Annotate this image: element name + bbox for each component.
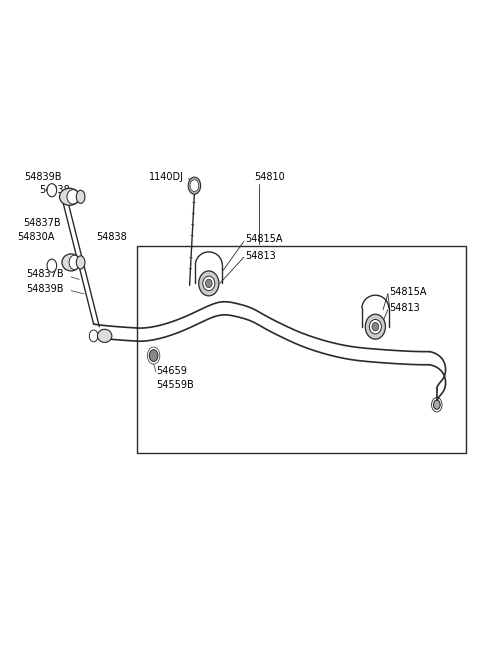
Text: 54815A: 54815A: [245, 234, 282, 245]
Ellipse shape: [76, 256, 85, 269]
Ellipse shape: [370, 319, 381, 334]
Text: 1140DJ: 1140DJ: [149, 172, 184, 182]
Circle shape: [47, 259, 57, 272]
Text: 54659: 54659: [156, 365, 187, 376]
Ellipse shape: [97, 329, 112, 342]
Ellipse shape: [365, 314, 385, 339]
Ellipse shape: [372, 322, 379, 331]
Text: 54838: 54838: [39, 185, 70, 195]
Ellipse shape: [205, 279, 212, 288]
Text: 54837B: 54837B: [26, 269, 64, 279]
Circle shape: [188, 177, 201, 194]
Ellipse shape: [76, 190, 85, 203]
Text: 54810: 54810: [254, 172, 285, 182]
Circle shape: [433, 400, 440, 409]
Ellipse shape: [69, 255, 80, 270]
Text: 54838: 54838: [96, 232, 127, 243]
Text: 54839B: 54839B: [24, 172, 61, 182]
Text: 54839B: 54839B: [26, 283, 64, 294]
Text: 54837B: 54837B: [23, 218, 60, 228]
Ellipse shape: [62, 254, 80, 271]
Ellipse shape: [60, 188, 80, 205]
Circle shape: [149, 350, 158, 361]
Ellipse shape: [67, 190, 79, 204]
Text: 54813: 54813: [389, 303, 420, 314]
Circle shape: [89, 330, 98, 342]
Ellipse shape: [199, 271, 219, 296]
Ellipse shape: [203, 276, 215, 291]
Circle shape: [47, 184, 57, 197]
Text: 54815A: 54815A: [389, 287, 426, 297]
Bar: [137, 246, 466, 453]
Circle shape: [190, 180, 199, 192]
Text: 54813: 54813: [245, 251, 276, 261]
Text: 54559B: 54559B: [156, 380, 194, 390]
Text: 54830A: 54830A: [17, 232, 54, 243]
